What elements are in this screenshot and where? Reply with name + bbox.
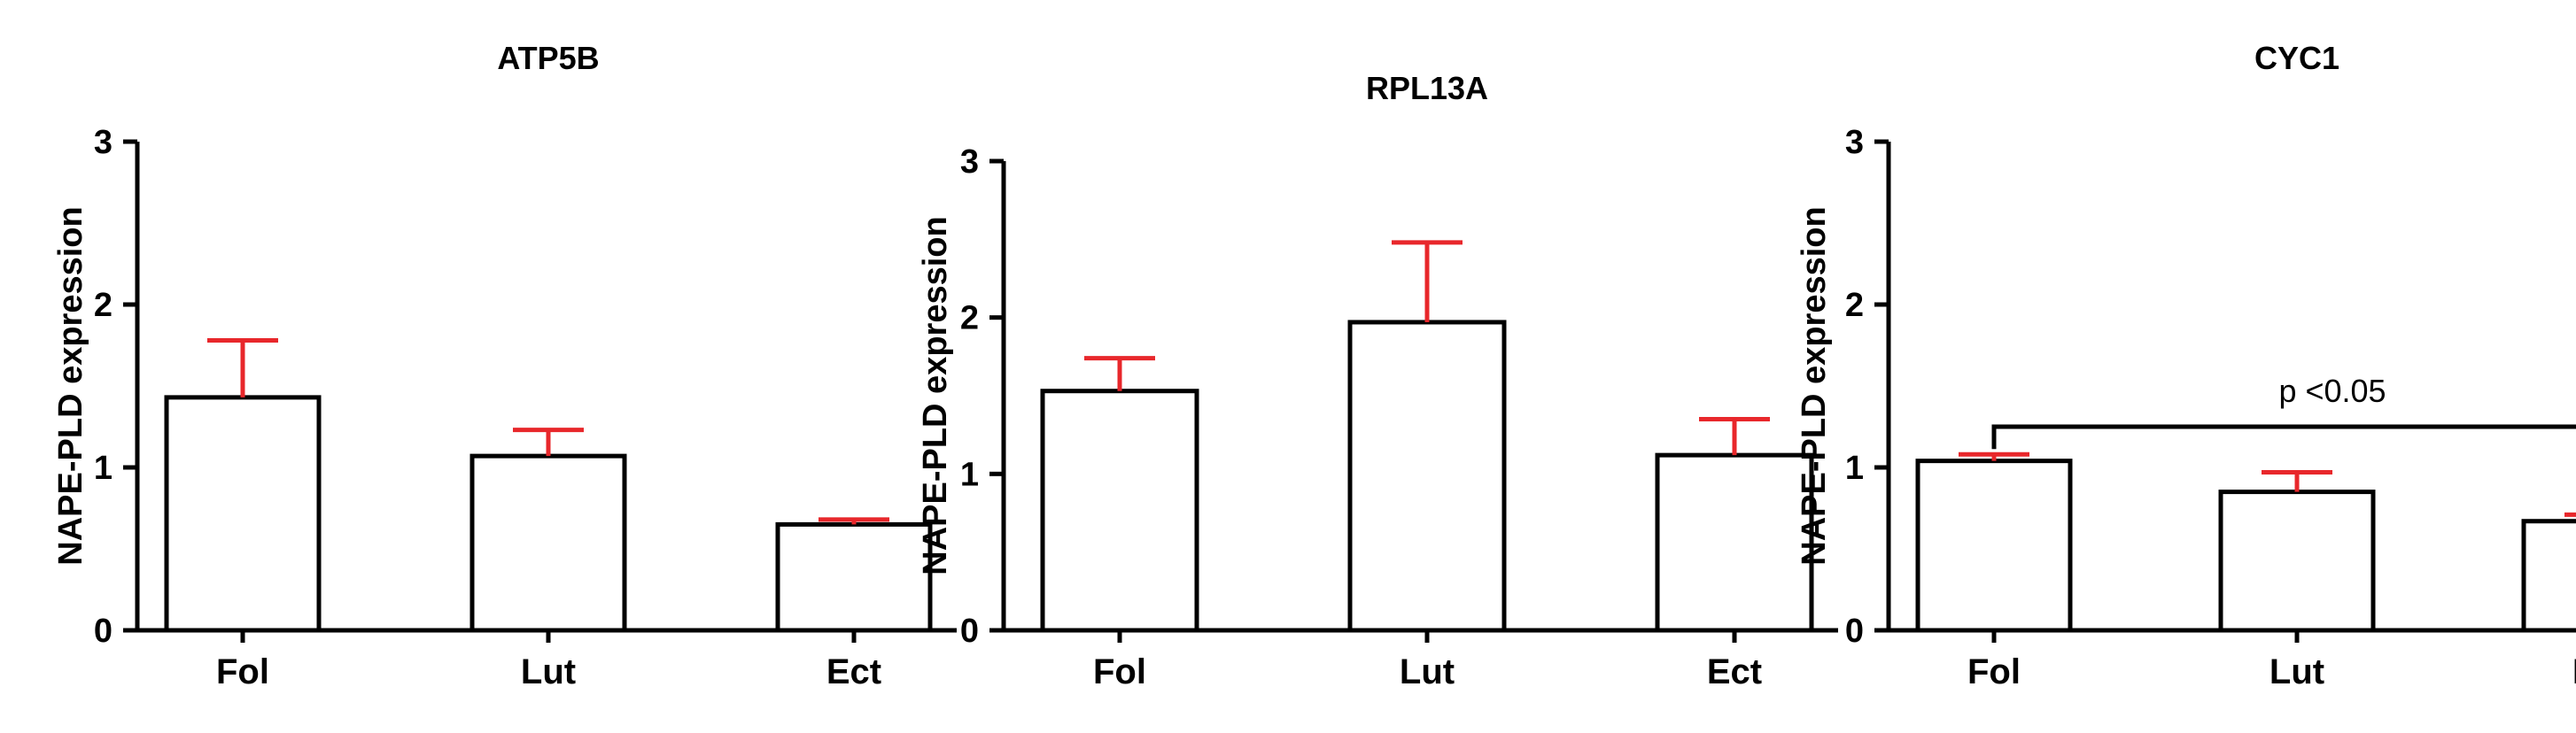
x-tick-label: Lut <box>2270 652 2324 691</box>
x-tick-label: Fol <box>1093 652 1146 691</box>
y-tick-label: 2 <box>960 300 979 337</box>
chart-title: RPL13A <box>1366 70 1488 106</box>
y-tick-label: 3 <box>1845 124 1864 161</box>
y-axis-label: NAPE-PLD expression <box>917 216 954 575</box>
y-axis-label: NAPE-PLD expression <box>1796 206 1833 565</box>
x-tick-label: Ect <box>1707 652 1762 691</box>
y-tick-label: 1 <box>1845 450 1864 487</box>
bar-lut <box>469 453 627 633</box>
bar-fol <box>1040 389 1199 633</box>
bar-lut <box>2218 490 2376 633</box>
bar-ect <box>2521 519 2576 633</box>
y-tick-label: 2 <box>1845 287 1864 324</box>
y-tick-label: 0 <box>94 613 113 650</box>
y-tick-label: 2 <box>94 287 113 324</box>
bar-lut <box>1347 320 1507 633</box>
significance-label: p <0.05 <box>2278 373 2386 409</box>
chart-panel-2: RPL13A NAPE-PLD expression 0 1 2 3 Fol Lut Ect <box>917 70 1838 691</box>
x-tick-label: Lut <box>1400 652 1455 691</box>
chart-title: ATP5B <box>497 40 599 76</box>
chart-panel-1: ATP5B NAPE-PLD expression 0 1 2 3 Fol Lut Ect <box>52 40 957 691</box>
bar-ect <box>775 521 933 633</box>
y-axis-label: NAPE-PLD expression <box>52 206 89 565</box>
x-tick-label: Lut <box>521 652 576 691</box>
x-tick-label: Fol <box>216 652 269 691</box>
x-tick-label: Fol <box>1967 652 2021 691</box>
x-tick-label: Ect <box>826 652 881 691</box>
y-tick-label: 0 <box>960 613 979 650</box>
x-tick-label: Ect <box>2572 652 2576 691</box>
y-tick-label: 3 <box>94 124 113 161</box>
bar-fol <box>164 395 322 633</box>
bar-fol <box>1915 459 2073 633</box>
chart-panel-3: CYC1 NAPE-PLD expression 0 1 2 3 Fol Lut Ect p <0… <box>1796 40 2576 691</box>
y-tick-label: 3 <box>960 143 979 181</box>
y-tick-label: 0 <box>1845 613 1864 650</box>
chart-title: CYC1 <box>2254 40 2339 76</box>
y-tick-label: 1 <box>94 450 113 487</box>
significance-bracket <box>1991 424 2576 450</box>
bar-ect <box>1655 452 1814 633</box>
y-tick-label: 1 <box>960 456 979 493</box>
